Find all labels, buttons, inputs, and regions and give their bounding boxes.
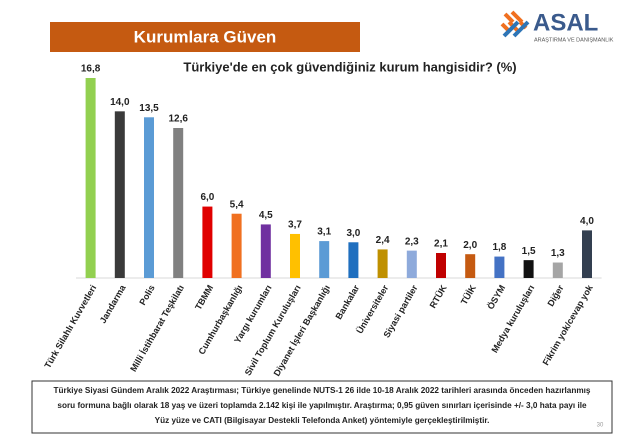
value-label: 6,0 <box>200 192 214 203</box>
bar <box>231 213 242 278</box>
value-label: 2,4 <box>376 235 390 246</box>
bar <box>173 128 184 278</box>
value-label: 2,0 <box>463 240 477 251</box>
value-label: 3,0 <box>346 228 360 239</box>
bar <box>523 260 534 278</box>
value-label: 1,3 <box>551 248 565 259</box>
bar <box>144 117 154 279</box>
value-label: 3,7 <box>288 220 302 231</box>
bar <box>319 241 330 278</box>
x-tick-label: Türk Silahlı Kuvvetleri <box>42 283 98 370</box>
bar <box>494 256 505 278</box>
x-tick-label: Bankalar <box>334 283 362 321</box>
value-label: 16,8 <box>81 64 101 75</box>
value-label: 1,5 <box>522 246 536 257</box>
x-tick-label: Milli İstihbarat Teşkilatı <box>128 283 186 373</box>
bar <box>114 111 125 278</box>
logo-icon <box>500 10 528 34</box>
value-label: 1,8 <box>492 242 506 253</box>
logo-icon <box>502 20 530 38</box>
note-line: soru formuna bağlı olarak 18 yaş ve üzer… <box>57 401 587 410</box>
note-line: Yüz yüze ve CATI (Bilgisayar Destekli Te… <box>155 416 490 425</box>
note-line: Türkiye Siyasi Gündem Aralık 2022 Araştı… <box>54 386 591 395</box>
bar <box>582 230 592 278</box>
x-tick-label: TÜİK <box>459 283 478 307</box>
x-tick-label: Polis <box>137 283 156 307</box>
logo: ASAL ARAŞTIRMA VE DANIŞMANLIK <box>500 9 614 43</box>
bar <box>552 262 563 278</box>
bar <box>436 253 446 278</box>
header-title: Kurumlara Güven <box>134 27 277 46</box>
x-tick-label: RTÜK <box>428 283 449 310</box>
value-label: 2,1 <box>434 239 448 250</box>
chart-title: Türkiye'de en çok güvendiğiniz kurum han… <box>183 59 516 74</box>
x-tick-label: Jandarma <box>98 282 128 325</box>
note-box <box>31 380 613 434</box>
bar <box>260 224 271 278</box>
value-label: 5,4 <box>230 199 244 210</box>
page-number: 30 <box>597 423 604 429</box>
value-label: 2,3 <box>405 236 419 247</box>
bar <box>406 250 417 278</box>
logo-tagline: ARAŞTIRMA VE DANIŞMANLIK <box>534 37 614 43</box>
logo-name: ASAL <box>533 9 598 36</box>
value-label: 3,1 <box>317 227 331 238</box>
bar <box>465 254 476 278</box>
x-tick-label: Diyanet İşleri Başkanlığı <box>272 283 332 378</box>
x-tick-label: Diğer <box>545 283 565 308</box>
header-bar <box>50 22 360 52</box>
bar <box>202 206 213 278</box>
bar <box>85 78 96 278</box>
bar <box>348 242 359 278</box>
x-tick-label: TBMM <box>193 283 215 311</box>
value-label: 4,0 <box>580 216 594 227</box>
value-label: 12,6 <box>168 114 188 125</box>
value-label: 13,5 <box>139 103 159 114</box>
value-label: 14,0 <box>110 97 130 108</box>
x-tick-label: ÖSYM <box>485 283 507 311</box>
value-label: 4,5 <box>259 210 273 221</box>
bar <box>290 233 300 278</box>
x-tick-label: Sivil Toplum Kuruluşları <box>243 283 303 377</box>
x-tick-label: Fikrim yok/cevap yok <box>541 282 596 367</box>
bar <box>377 249 388 278</box>
